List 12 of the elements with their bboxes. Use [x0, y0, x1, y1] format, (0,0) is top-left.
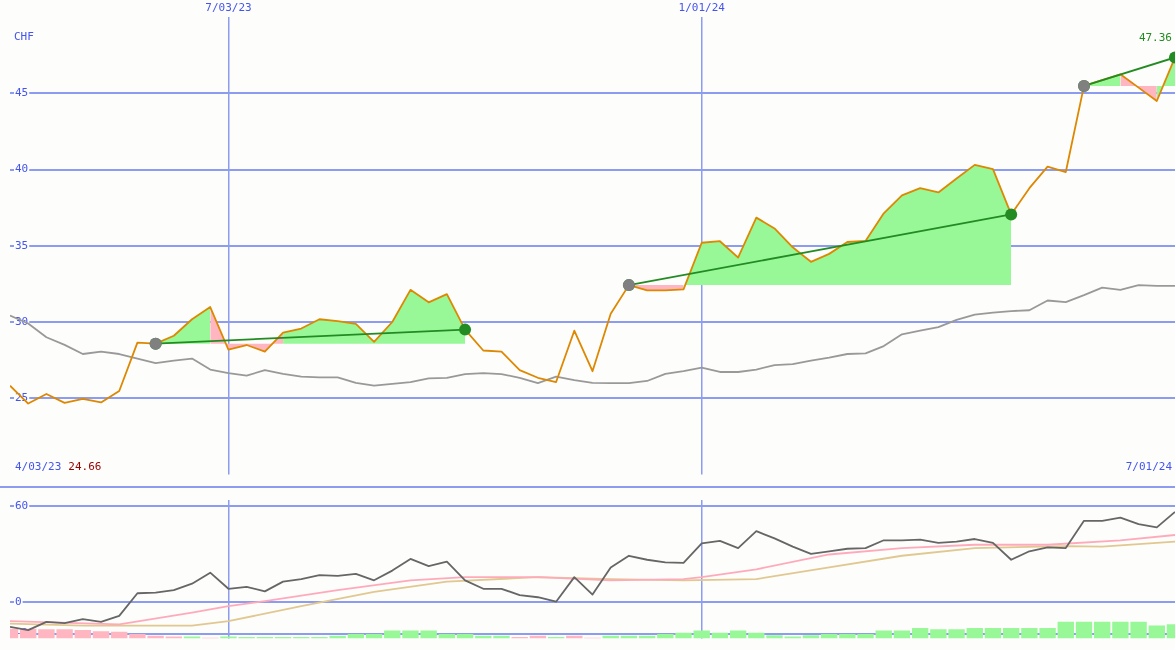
annotation: 7/01/24: [1125, 460, 1173, 474]
y-axis-title: CHF: [14, 30, 34, 44]
y-tick-label: 35: [15, 238, 29, 252]
y-tick-label: 0: [15, 594, 22, 608]
annotation: 47.36: [1138, 31, 1172, 45]
y-tick-label: 45: [15, 86, 29, 100]
annotation: 4/03/23: [15, 460, 62, 474]
x-tick-label: 7/03/23: [205, 1, 252, 15]
y-tick-label: 60: [15, 498, 29, 512]
y-tick-label: 40: [15, 162, 29, 176]
x-tick-label: 1/01/24: [678, 1, 726, 15]
annotation: 24.66: [68, 460, 102, 474]
